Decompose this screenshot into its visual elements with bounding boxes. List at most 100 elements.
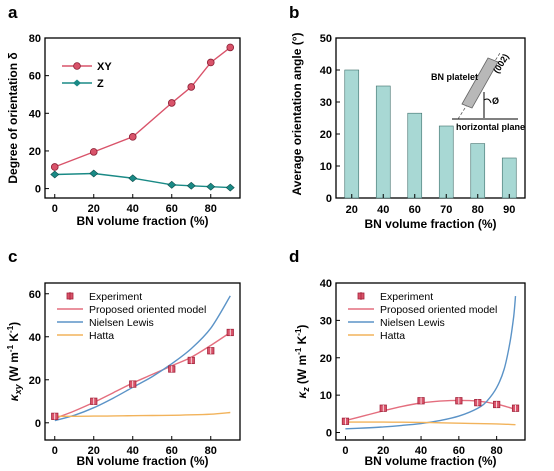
d-y-axis-label-exp1: -1: [294, 347, 303, 355]
a-x-tick-label: 60: [166, 203, 178, 215]
a-point-z: [50, 170, 60, 179]
b-inset-platelet-shape: [461, 57, 499, 109]
a-point-z: [89, 169, 99, 178]
a-x-tick-label: 20: [88, 203, 100, 215]
d-x-tick-label: 20: [377, 445, 389, 457]
d-y-tick-label: 10: [320, 390, 332, 402]
b-bar-40: [375, 85, 391, 199]
c-y-axis-label-mid: K: [7, 333, 21, 345]
a-point-xy: [226, 43, 235, 52]
c-y-tick-label: 0: [35, 418, 41, 430]
b-plot-frame: [335, 37, 526, 199]
d-curve-proposed-oriented-model: [345, 399, 516, 422]
d-y-axis-label-main: κ: [295, 390, 309, 398]
b-bar-70: [438, 125, 454, 199]
panel-letter-d: d: [289, 247, 299, 266]
c-x-tick-label: 60: [166, 445, 178, 457]
c-curve-proposed-oriented-model: [54, 331, 231, 420]
a-y-tick-label: 40: [29, 108, 41, 120]
a-legend-label-xy: XY: [97, 61, 112, 73]
c-plot-frame: [44, 282, 241, 441]
a-legend-marker-z: [73, 79, 81, 87]
b-inset-platelet-label: BN platelet: [431, 72, 478, 82]
c-x-tick-label: 40: [127, 445, 139, 457]
a-x-tick-label: 40: [127, 203, 139, 215]
a-y-tick-label: 0: [35, 184, 41, 196]
b-bar-90: [501, 157, 517, 199]
a-legend-label-z: Z: [97, 78, 104, 90]
b-y-tick-label: 10: [320, 161, 332, 173]
b-inset-angle-arc: [483, 98, 492, 104]
a-y-tick-label: 80: [29, 33, 41, 45]
b-x-tick-label-60: 60: [409, 204, 421, 216]
b-x-tick-label-90: 90: [503, 204, 515, 216]
a-y-tick-label: 20: [29, 146, 41, 158]
a-legend-marker-xy: [73, 62, 81, 70]
c-legend-label-nielsen-lewis: Nielsen Lewis: [89, 317, 154, 329]
d-legend-label-nielsen-lewis: Nielsen Lewis: [380, 317, 445, 329]
a-y-axis-label: Degree of orientation δ: [6, 52, 20, 183]
panel-letter-c: c: [8, 247, 17, 266]
c-y-axis-label-exp1: -1: [6, 344, 15, 352]
d-y-axis-label-sub: z: [301, 387, 311, 393]
c-y-axis-label-main: κ: [7, 393, 21, 401]
d-y-axis-label-exp2: -1: [294, 328, 303, 336]
a-point-xy: [167, 99, 176, 107]
b-bar-20: [344, 69, 360, 199]
b-bar-80: [470, 143, 486, 199]
d-legend-label-hatta: Hatta: [380, 330, 405, 342]
b-bar-60: [407, 112, 423, 199]
c-curve-hatta: [54, 411, 231, 418]
d-y-axis-label-units: (W m: [295, 355, 309, 384]
b-y-tick-label: 40: [320, 65, 332, 77]
d-x-tick-label: 40: [415, 445, 427, 457]
d-plot-frame: [335, 282, 526, 441]
d-curve-hatta: [345, 421, 516, 426]
a-x-tick-label: 80: [205, 203, 217, 215]
a-point-xy: [89, 148, 98, 156]
a-x-tick-label: 0: [52, 203, 58, 215]
d-legend-label-proposed-oriented-model: Proposed oriented model: [380, 304, 497, 316]
a-x-axis-label: BN volume fraction (%): [76, 214, 208, 228]
d-y-tick-label: 30: [320, 315, 332, 327]
d-y-tick-label: 20: [320, 353, 332, 365]
d-x-tick-label: 60: [453, 445, 465, 457]
c-x-tick-label: 80: [205, 445, 217, 457]
c-legend-label-hatta: Hatta: [89, 330, 114, 342]
c-y-tick-label: 60: [29, 289, 41, 301]
d-y-axis-label-mid: K: [295, 335, 309, 347]
panel-letter-b: b: [289, 3, 299, 22]
d-y-tick-label: 40: [320, 278, 332, 290]
b-y-tick-label: 30: [320, 97, 332, 109]
a-point-xy: [187, 83, 196, 91]
d-y-axis-label: κz(W m-1 K-1): [294, 325, 311, 399]
b-y-tick-label: 0: [326, 193, 332, 205]
b-y-tick-label: 50: [320, 33, 332, 45]
b-x-axis-label: BN volume fraction (%): [364, 217, 496, 231]
d-x-axis-label: BN volume fraction (%): [364, 454, 496, 468]
c-y-axis-label-end: ): [7, 322, 21, 326]
b-y-axis-label: Average orientation angle (°): [290, 32, 304, 195]
d-curve-nielsen-lewis: [345, 296, 517, 430]
c-legend-label-proposed-oriented-model: Proposed oriented model: [89, 304, 206, 316]
a-point-z: [186, 181, 196, 190]
c-x-tick-label: 0: [52, 445, 58, 457]
b-x-tick-label-20: 20: [346, 204, 358, 216]
b-x-tick-label-80: 80: [472, 204, 484, 216]
a-point-xy: [206, 58, 215, 67]
c-x-axis-label: BN volume fraction (%): [76, 454, 208, 468]
c-y-axis-label-exp2: -1: [6, 325, 15, 333]
b-inset-angle-label: Ø: [492, 96, 499, 106]
c-y-tick-label: 20: [29, 375, 41, 387]
b-x-tick-label-70: 70: [440, 204, 452, 216]
c-y-tick-label: 40: [29, 332, 41, 344]
d-x-tick-label: 80: [491, 445, 503, 457]
a-point-z: [167, 180, 177, 189]
panel-letter-a: a: [8, 3, 18, 22]
c-x-tick-label: 20: [88, 445, 100, 457]
d-y-axis-label-end: ): [295, 325, 309, 329]
a-plot-frame: [44, 37, 241, 199]
